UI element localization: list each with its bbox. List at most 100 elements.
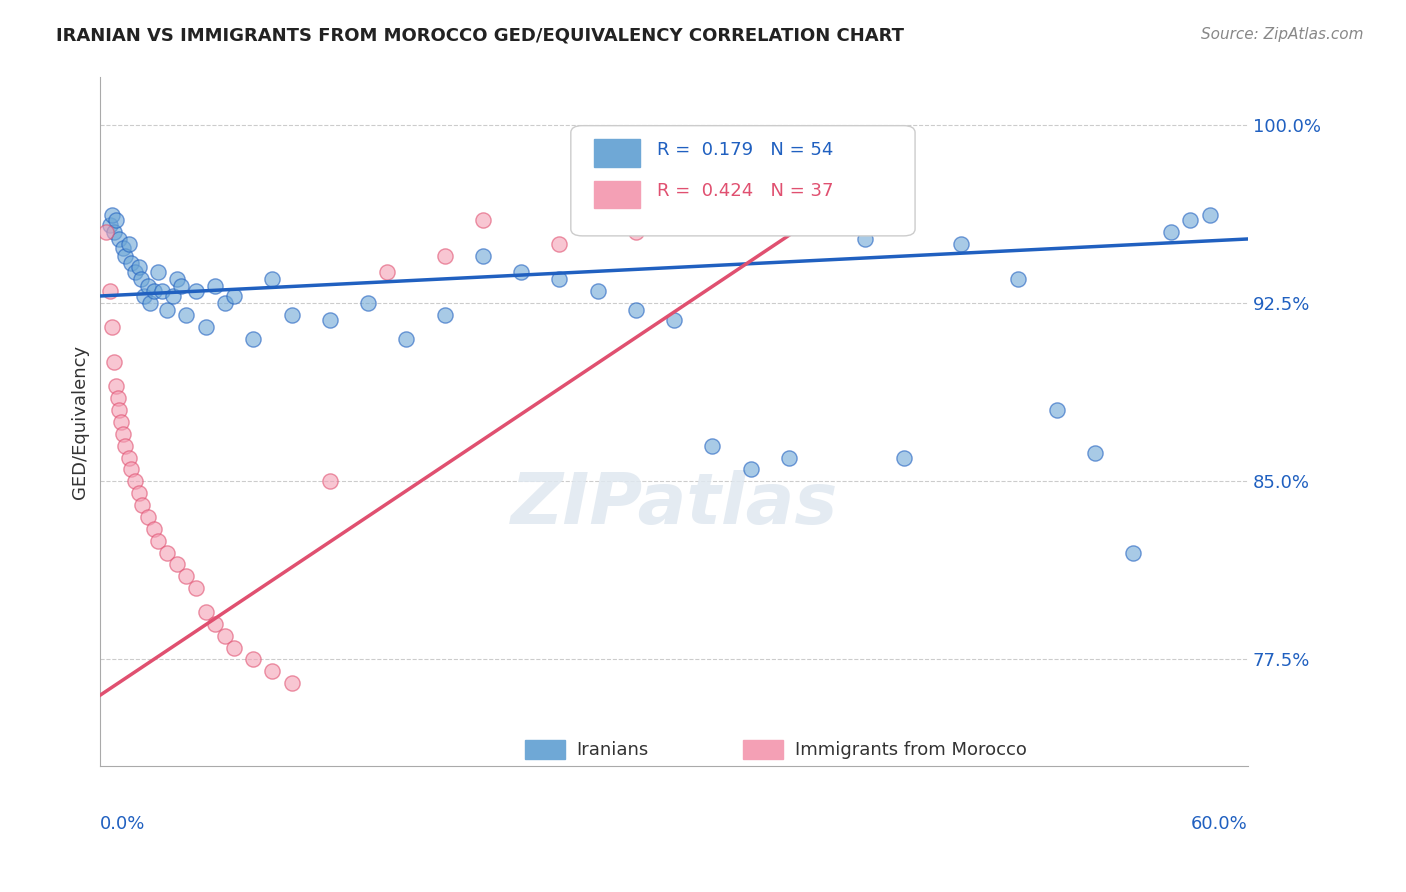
Text: IRANIAN VS IMMIGRANTS FROM MOROCCO GED/EQUIVALENCY CORRELATION CHART: IRANIAN VS IMMIGRANTS FROM MOROCCO GED/E…: [56, 27, 904, 45]
Text: Source: ZipAtlas.com: Source: ZipAtlas.com: [1201, 27, 1364, 42]
Iranians: [101, 208, 124, 222]
Immigrants from Morocco: [136, 509, 159, 524]
Immigrants from Morocco: [242, 652, 264, 666]
Iranians: [853, 232, 876, 246]
Bar: [742, 740, 783, 759]
Text: R =  0.424   N = 37: R = 0.424 N = 37: [657, 182, 834, 200]
Iranians: [194, 319, 217, 334]
Iranians: [146, 265, 169, 279]
Bar: [524, 740, 565, 759]
Iranians: [586, 284, 609, 298]
Iranians: [134, 289, 156, 303]
Immigrants from Morocco: [104, 379, 127, 393]
Iranians: [1122, 545, 1144, 559]
Iranians: [949, 236, 972, 251]
Immigrants from Morocco: [758, 201, 780, 215]
Immigrants from Morocco: [176, 569, 198, 583]
Text: 60.0%: 60.0%: [1191, 814, 1249, 832]
Immigrants from Morocco: [548, 236, 571, 251]
Bar: [593, 139, 640, 167]
Iranians: [433, 308, 456, 322]
Immigrants from Morocco: [112, 426, 135, 441]
Iranians: [214, 296, 236, 310]
Immigrants from Morocco: [124, 475, 146, 489]
Iranians: [118, 236, 141, 251]
Iranians: [357, 296, 380, 310]
Iranians: [184, 284, 207, 298]
Immigrants from Morocco: [128, 486, 150, 500]
Iranians: [662, 312, 685, 326]
Iranians: [624, 303, 647, 318]
Immigrants from Morocco: [662, 208, 685, 222]
Iranians: [129, 272, 152, 286]
Immigrants from Morocco: [103, 355, 125, 369]
Iranians: [280, 308, 302, 322]
Iranians: [162, 289, 184, 303]
Immigrants from Morocco: [98, 284, 121, 298]
Immigrants from Morocco: [224, 640, 246, 655]
Immigrants from Morocco: [110, 415, 132, 429]
Immigrants from Morocco: [194, 605, 217, 619]
Iranians: [1160, 225, 1182, 239]
Iranians: [150, 284, 173, 298]
Immigrants from Morocco: [262, 665, 284, 679]
Immigrants from Morocco: [94, 225, 117, 239]
Iranians: [114, 249, 136, 263]
Iranians: [319, 312, 342, 326]
Immigrants from Morocco: [204, 616, 226, 631]
Immigrants from Morocco: [114, 439, 136, 453]
Text: 0.0%: 0.0%: [100, 814, 146, 832]
Iranians: [242, 332, 264, 346]
Iranians: [224, 289, 246, 303]
Iranians: [176, 308, 198, 322]
Iranians: [103, 225, 125, 239]
Iranians: [120, 256, 142, 270]
Immigrants from Morocco: [156, 545, 179, 559]
FancyBboxPatch shape: [571, 126, 915, 235]
Iranians: [893, 450, 915, 465]
Immigrants from Morocco: [142, 522, 165, 536]
Immigrants from Morocco: [433, 249, 456, 263]
Immigrants from Morocco: [166, 558, 188, 572]
Iranians: [156, 303, 179, 318]
Immigrants from Morocco: [131, 498, 153, 512]
Immigrants from Morocco: [146, 533, 169, 548]
Iranians: [170, 279, 193, 293]
Iranians: [142, 284, 165, 298]
Iranians: [108, 232, 131, 246]
Iranians: [1198, 208, 1220, 222]
Text: Immigrants from Morocco: Immigrants from Morocco: [794, 740, 1026, 759]
Text: Iranians: Iranians: [576, 740, 648, 759]
Iranians: [104, 213, 127, 227]
Iranians: [471, 249, 494, 263]
Immigrants from Morocco: [101, 319, 124, 334]
Iranians: [1180, 213, 1202, 227]
Immigrants from Morocco: [184, 581, 207, 595]
Iranians: [702, 439, 724, 453]
Immigrants from Morocco: [118, 450, 141, 465]
Immigrants from Morocco: [120, 462, 142, 476]
Iranians: [124, 265, 146, 279]
Text: R =  0.179   N = 54: R = 0.179 N = 54: [657, 141, 834, 159]
Iranians: [1084, 446, 1107, 460]
Y-axis label: GED/Equivalency: GED/Equivalency: [72, 345, 89, 499]
Iranians: [510, 265, 533, 279]
Immigrants from Morocco: [624, 225, 647, 239]
Iranians: [1007, 272, 1029, 286]
Immigrants from Morocco: [375, 265, 398, 279]
Immigrants from Morocco: [108, 403, 131, 417]
Iranians: [740, 462, 762, 476]
Iranians: [128, 260, 150, 275]
Iranians: [139, 296, 162, 310]
Iranians: [98, 218, 121, 232]
Iranians: [166, 272, 188, 286]
Iranians: [395, 332, 418, 346]
Text: ZIPatlas: ZIPatlas: [510, 470, 838, 539]
Immigrants from Morocco: [319, 475, 342, 489]
Immigrants from Morocco: [214, 629, 236, 643]
Bar: [593, 181, 640, 209]
Immigrants from Morocco: [107, 391, 129, 405]
Iranians: [112, 242, 135, 256]
Iranians: [548, 272, 571, 286]
Iranians: [204, 279, 226, 293]
